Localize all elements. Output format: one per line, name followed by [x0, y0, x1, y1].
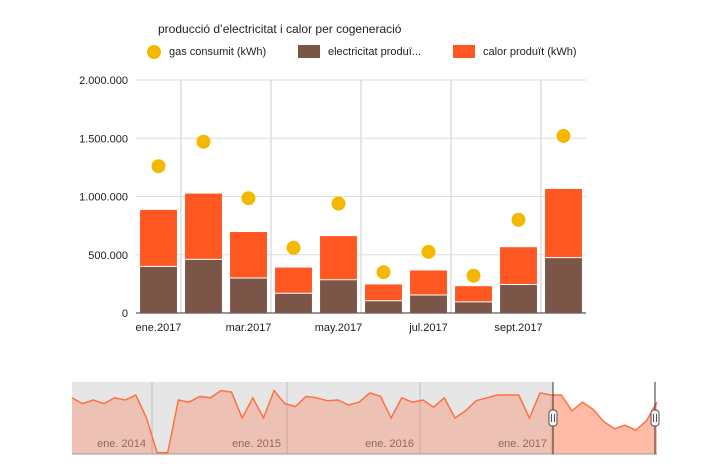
legend: gas consumit (kWh) electricitat produï..…	[0, 45, 709, 63]
bar-heat	[455, 286, 492, 302]
navigator-handle-body	[650, 409, 660, 427]
bar-heat	[140, 209, 177, 267]
navigator-selected-fill	[550, 395, 657, 454]
bar-heat	[500, 247, 537, 285]
y-tick-label: 1.000.000	[79, 192, 128, 204]
bar-heat	[320, 236, 357, 280]
bar-electricity	[455, 301, 492, 313]
bar-electricity	[545, 257, 582, 313]
bar-electricity	[365, 300, 402, 313]
chart-title: producció d’electricitat i calor per cog…	[158, 22, 402, 36]
bar-electricity	[275, 293, 312, 313]
bar-heat	[275, 267, 312, 294]
navigator-tick-label: ene. 2016	[365, 438, 414, 450]
legend-marker-electricity	[298, 45, 320, 58]
legend-marker-heat	[453, 45, 475, 58]
bar-electricity	[185, 259, 222, 313]
point-gas	[556, 128, 571, 143]
point-gas	[421, 244, 436, 259]
x-tick-label: mar.2017	[226, 322, 272, 334]
legend-label-electricity: electricitat produï...	[328, 45, 421, 58]
y-tick-label: 2.000.000	[79, 75, 128, 87]
bar-heat	[545, 188, 582, 258]
navigator-tick-label: ene. 2014	[97, 438, 146, 450]
bar-electricity	[410, 294, 447, 313]
bar-heat	[365, 284, 402, 301]
bar-electricity	[320, 279, 357, 313]
y-tick-label: 0	[122, 308, 128, 320]
bar-heat	[230, 232, 267, 279]
bar-electricity	[140, 266, 177, 313]
bar-electricity	[500, 284, 537, 313]
x-tick-label: ene.2017	[136, 322, 182, 334]
main-chart: 0 500.000 1.000.000 1.500.000 2.000.000 ene.2…	[79, 75, 586, 334]
navigator-handle[interactable]	[650, 409, 660, 427]
y-tick-label: 1.500.000	[79, 133, 128, 145]
legend-item-electricity[interactable]: electricitat produï...	[298, 45, 421, 58]
y-tick-label: 500.000	[88, 250, 128, 262]
bar-heat	[410, 270, 447, 295]
point-gas	[511, 212, 526, 227]
point-gas	[196, 134, 211, 149]
legend-marker-gas	[147, 45, 161, 59]
point-gas	[286, 240, 301, 255]
navigator-selected-area	[553, 382, 657, 454]
point-gas	[331, 196, 346, 211]
bar-heat	[185, 193, 222, 260]
navigator[interactable]: ene. 2014 ene. 2015 ene. 2016 ene. 2017	[0, 376, 709, 466]
legend-item-gas[interactable]: gas consumit (kWh)	[147, 45, 266, 59]
point-gas	[151, 159, 166, 174]
navigator-handle[interactable]	[548, 409, 558, 427]
navigator-tick-label: ene. 2017	[498, 438, 547, 450]
navigator-line	[71, 389, 658, 454]
bar-electricity	[230, 278, 267, 313]
navigator-tick-label: ene. 2015	[232, 438, 281, 450]
x-tick-label: sept.2017	[494, 322, 542, 334]
point-gas	[241, 191, 256, 206]
legend-label-gas: gas consumit (kWh)	[169, 46, 267, 58]
x-tick-label: jul.2017	[408, 322, 448, 334]
legend-label-heat: calor produït (kWh)	[483, 45, 577, 58]
point-gas	[466, 268, 481, 283]
navigator-area	[72, 390, 657, 454]
legend-item-heat[interactable]: calor produït (kWh)	[453, 45, 577, 58]
point-gas	[376, 265, 391, 280]
x-tick-label: may.2017	[315, 322, 363, 334]
navigator-handle-body	[548, 409, 558, 427]
